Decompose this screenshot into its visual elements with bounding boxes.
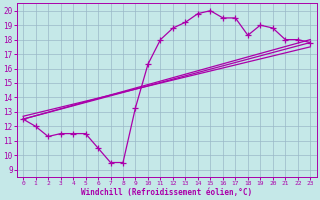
X-axis label: Windchill (Refroidissement éolien,°C): Windchill (Refroidissement éolien,°C) <box>81 188 252 197</box>
